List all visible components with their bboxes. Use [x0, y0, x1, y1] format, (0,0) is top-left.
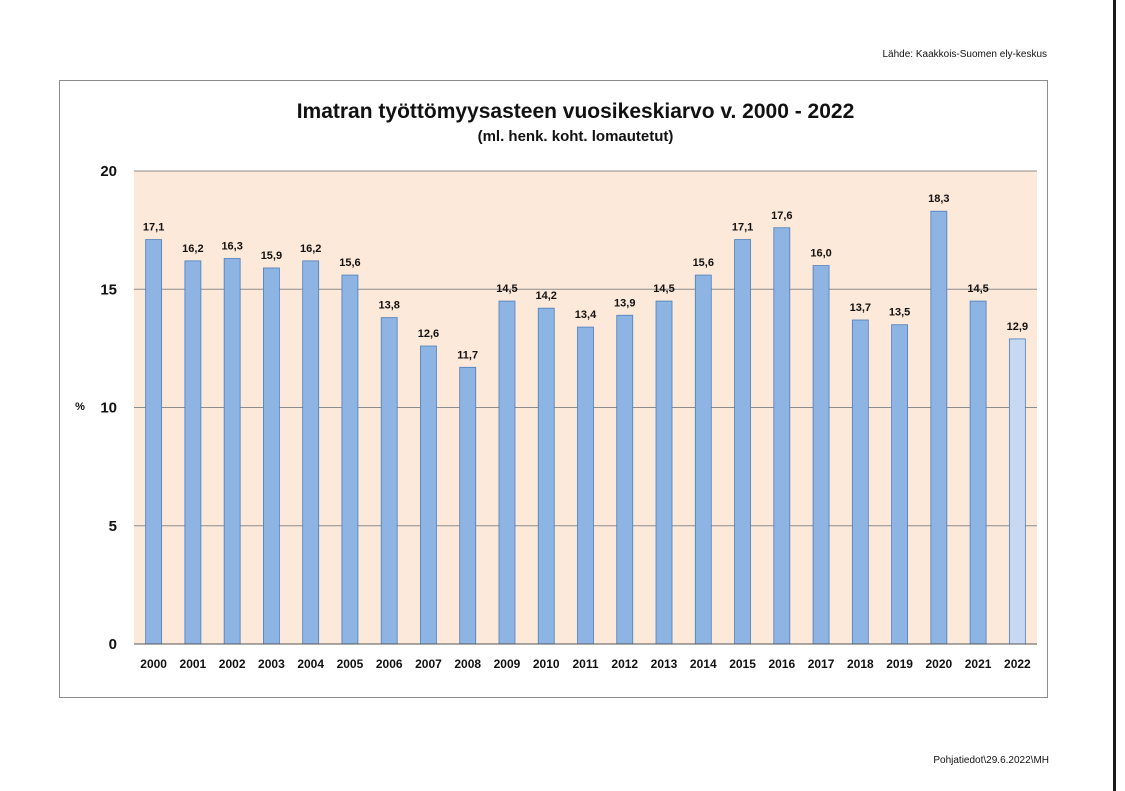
value-label-2007: 12,6 [418, 328, 439, 340]
y-tick-label: 0 [109, 636, 117, 653]
bar-2008 [459, 366, 477, 645]
value-label-2016: 17,6 [771, 210, 792, 222]
x-tick-label-2012: 2012 [611, 657, 638, 671]
x-tick-label-2013: 2013 [651, 657, 678, 671]
y-tick-label: 20 [100, 163, 117, 180]
page-right-edge [1113, 0, 1116, 791]
bar-2011 [577, 326, 594, 645]
bar-2002 [223, 258, 241, 645]
value-label-2021: 14,5 [967, 283, 988, 295]
bar-2007 [420, 345, 437, 645]
value-label-2018: 13,7 [850, 302, 871, 314]
x-tick-label-2014: 2014 [690, 657, 717, 671]
value-labels: 17,1 16,2 16,3 15,9 16,2 15,6 13,8 12,6 11,7 14,5… [143, 193, 1028, 361]
value-label-2011: 13,4 [575, 309, 597, 321]
x-tick-label-2011: 2011 [572, 657, 598, 671]
x-tick-label-2008: 2008 [454, 657, 481, 671]
x-tick-label-2000: 2000 [140, 657, 167, 671]
value-label-2005: 15,6 [339, 257, 360, 269]
bar-2000 [145, 239, 163, 645]
x-tick-label-2003: 2003 [258, 657, 285, 671]
value-label-2002: 16,3 [221, 241, 242, 253]
y-axis-ticks: 0 5 10 15 20 [100, 163, 117, 653]
footer-note: Pohjatiedot\29.6.2022\MH [933, 755, 1049, 766]
bar-2013 [655, 300, 673, 645]
bar-2020 [930, 210, 948, 645]
bar-2003 [263, 267, 280, 645]
value-label-2017: 16,0 [810, 248, 831, 260]
bar-2017 [812, 265, 830, 645]
x-tick-label-2019: 2019 [886, 657, 913, 671]
value-label-2020: 18,3 [928, 193, 949, 205]
value-label-2004: 16,2 [300, 243, 321, 255]
x-tick-label-2009: 2009 [494, 657, 521, 671]
bar-2014 [694, 274, 712, 645]
x-tick-label-2006: 2006 [376, 657, 403, 671]
x-axis-labels: 2000 2001 2002 2003 2004 2005 2006 2007 2008 2009… [140, 657, 1031, 671]
y-axis-label: % [75, 401, 85, 413]
x-tick-label-2017: 2017 [808, 657, 835, 671]
bar-2010 [537, 307, 555, 645]
x-tick-label-2021: 2021 [965, 657, 992, 671]
bars [145, 210, 1026, 645]
y-tick-label: 5 [109, 518, 117, 535]
value-label-2001: 16,2 [182, 243, 203, 255]
value-label-2003: 15,9 [261, 250, 282, 262]
value-label-2014: 15,6 [693, 257, 714, 269]
value-label-2012: 13,9 [614, 297, 635, 309]
value-label-2019: 13,5 [889, 307, 910, 319]
bar-2018 [851, 319, 869, 645]
value-label-2013: 14,5 [653, 283, 674, 295]
chart-title: Imatran työttömyysasteen vuosikeskiarvo … [296, 100, 855, 123]
x-tick-label-2018: 2018 [847, 657, 874, 671]
x-tick-label-2004: 2004 [297, 657, 324, 671]
x-tick-label-2016: 2016 [768, 657, 795, 671]
value-label-2008: 11,7 [457, 349, 478, 361]
value-label-2009: 14,5 [496, 283, 517, 295]
source-note: Lähde: Kaakkois-Suomen ely-keskus [882, 49, 1047, 60]
x-tick-label-2007: 2007 [415, 657, 442, 671]
y-tick-label: 10 [100, 400, 117, 417]
value-label-2015: 17,1 [732, 222, 753, 234]
value-label-2000: 17,1 [143, 222, 164, 234]
x-tick-label-2001: 2001 [180, 657, 207, 671]
value-label-2006: 13,8 [378, 300, 399, 312]
value-label-2022: 12,9 [1007, 321, 1028, 333]
x-tick-label-2015: 2015 [729, 657, 756, 671]
x-tick-label-2020: 2020 [925, 657, 952, 671]
bar-2009 [498, 300, 516, 645]
bar-2006 [380, 317, 398, 645]
bar-2004 [302, 260, 320, 645]
bar-2021 [969, 300, 987, 645]
y-tick-label: 15 [100, 281, 117, 298]
bar-2022 [1008, 338, 1026, 645]
x-tick-label-2005: 2005 [337, 657, 364, 671]
bar-2005 [341, 274, 359, 645]
bar-2012 [616, 314, 634, 645]
chart-subtitle: (ml. henk. koht. lomautetut) [477, 128, 674, 145]
bar-2015 [734, 239, 751, 645]
value-label-2010: 14,2 [536, 290, 557, 302]
x-tick-label-2022: 2022 [1004, 657, 1031, 671]
x-tick-label-2010: 2010 [533, 657, 560, 671]
bar-2001 [184, 260, 202, 645]
x-tick-label-2002: 2002 [219, 657, 246, 671]
bar-2016 [773, 227, 791, 645]
bar-2019 [891, 324, 908, 645]
